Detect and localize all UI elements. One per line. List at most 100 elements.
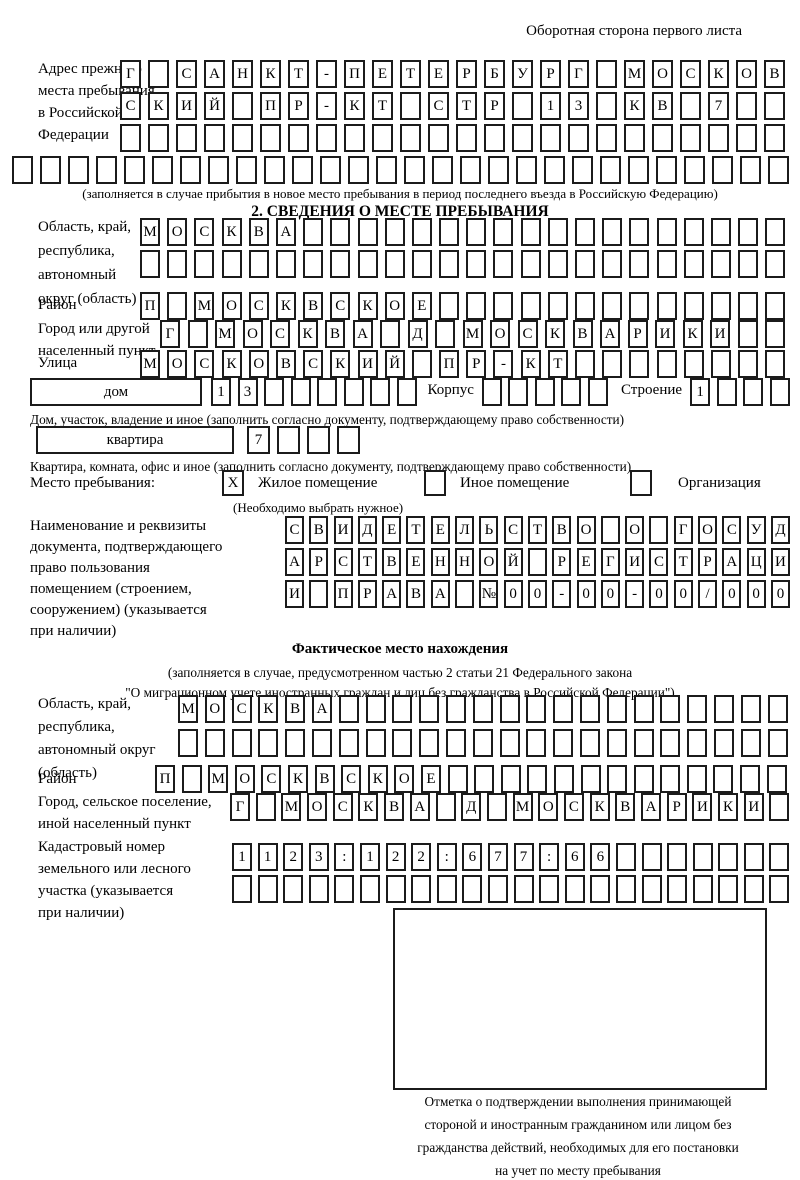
char-cell[interactable] <box>683 218 704 246</box>
char-cell[interactable] <box>590 875 611 903</box>
char-cell[interactable] <box>288 124 309 152</box>
char-cell[interactable]: П <box>344 60 365 88</box>
char-cell[interactable] <box>710 350 731 378</box>
char-cell[interactable] <box>629 350 650 378</box>
char-cell[interactable] <box>512 92 533 120</box>
char-cell[interactable]: Г <box>600 548 620 576</box>
char-cell[interactable] <box>575 350 595 378</box>
char-cell[interactable]: П <box>155 765 175 793</box>
char-cell[interactable] <box>365 695 386 723</box>
char-cell[interactable] <box>580 765 601 793</box>
char-cell[interactable]: Т <box>547 350 568 378</box>
char-cell[interactable]: К <box>258 695 279 723</box>
char-cell[interactable] <box>527 765 548 793</box>
char-cell[interactable] <box>68 156 89 184</box>
char-cell[interactable] <box>392 729 413 757</box>
char-cell[interactable] <box>248 250 269 278</box>
checkbox-organizatsiya[interactable] <box>630 470 652 496</box>
char-cell[interactable] <box>736 92 757 120</box>
char-cell[interactable] <box>330 250 351 278</box>
char-cell[interactable]: К <box>148 92 169 120</box>
char-cell[interactable]: И <box>770 548 790 576</box>
char-cell[interactable] <box>713 729 734 757</box>
char-cell[interactable] <box>317 378 337 406</box>
char-cell[interactable] <box>740 729 761 757</box>
char-cell[interactable] <box>769 843 790 871</box>
char-cell[interactable]: С <box>194 350 215 378</box>
char-cell[interactable] <box>445 695 466 723</box>
char-cell[interactable]: У <box>512 60 533 88</box>
char-cell[interactable] <box>12 156 33 184</box>
char-cell[interactable]: Н <box>455 548 475 576</box>
char-cell[interactable]: В <box>309 516 329 544</box>
char-cell[interactable] <box>348 156 369 184</box>
char-cell[interactable]: К <box>520 350 541 378</box>
char-cell[interactable]: О <box>490 320 510 348</box>
char-cell[interactable]: И <box>743 793 764 821</box>
char-cell[interactable] <box>667 875 688 903</box>
char-cell[interactable] <box>455 580 475 608</box>
char-cell[interactable]: К <box>718 793 739 821</box>
char-cell[interactable]: В <box>384 793 405 821</box>
char-cell[interactable] <box>472 729 493 757</box>
char-cell[interactable] <box>652 124 673 152</box>
char-cell[interactable] <box>474 765 495 793</box>
char-cell[interactable]: 3 <box>308 843 329 871</box>
char-cell[interactable] <box>236 156 257 184</box>
char-cell[interactable] <box>500 765 521 793</box>
char-cell[interactable] <box>764 92 785 120</box>
char-cell[interactable] <box>411 218 432 246</box>
char-cell[interactable] <box>737 320 758 348</box>
char-cell[interactable] <box>656 292 677 320</box>
char-cell[interactable] <box>768 156 789 184</box>
char-cell[interactable] <box>579 695 600 723</box>
stroenie-cells[interactable]: 1 <box>690 378 790 406</box>
char-cell[interactable]: С <box>503 516 523 544</box>
char-cell[interactable]: Т <box>527 516 547 544</box>
char-cell[interactable] <box>487 875 508 903</box>
document-row-3[interactable]: И П Р А В А № 0 0-0 0-0 0/0 0 0 <box>285 580 790 608</box>
char-cell[interactable]: П <box>439 350 460 378</box>
char-cell[interactable]: 6 <box>590 843 611 871</box>
char-cell[interactable]: 1 <box>690 378 711 406</box>
char-cell[interactable] <box>338 729 359 757</box>
char-cell[interactable] <box>683 292 704 320</box>
char-cell[interactable]: Е <box>406 548 426 576</box>
char-cell[interactable]: К <box>287 765 308 793</box>
char-cell[interactable]: М <box>208 765 229 793</box>
char-cell[interactable] <box>713 765 734 793</box>
char-cell[interactable] <box>718 843 739 871</box>
char-cell[interactable] <box>419 695 440 723</box>
char-cell[interactable]: Т <box>372 92 393 120</box>
char-cell[interactable]: М <box>178 695 198 723</box>
char-cell[interactable] <box>629 250 650 278</box>
char-cell[interactable]: 7 <box>487 843 508 871</box>
char-cell[interactable] <box>765 320 785 348</box>
char-cell[interactable]: Г <box>120 60 141 88</box>
char-cell[interactable]: Р <box>540 60 561 88</box>
char-cell[interactable] <box>435 320 455 348</box>
char-cell[interactable]: Т <box>673 548 693 576</box>
char-cell[interactable] <box>602 218 623 246</box>
char-cell[interactable] <box>232 124 253 152</box>
char-cell[interactable] <box>656 156 677 184</box>
char-cell[interactable] <box>547 250 568 278</box>
char-cell[interactable]: - <box>552 580 572 608</box>
char-cell[interactable]: М <box>215 320 235 348</box>
char-cell[interactable]: 1 <box>232 843 252 871</box>
char-cell[interactable] <box>320 156 341 184</box>
char-cell[interactable]: И <box>655 320 675 348</box>
char-cell[interactable] <box>445 729 466 757</box>
char-cell[interactable]: 0 <box>649 580 669 608</box>
char-cell[interactable]: 0 <box>722 580 742 608</box>
char-cell[interactable] <box>568 124 589 152</box>
char-cell[interactable]: Р <box>627 320 648 348</box>
char-cell[interactable]: А <box>600 320 620 348</box>
prev-address-row-4[interactable] <box>12 156 789 184</box>
char-cell[interactable] <box>765 250 786 278</box>
char-cell[interactable] <box>231 729 252 757</box>
char-cell[interactable]: Р <box>484 92 505 120</box>
